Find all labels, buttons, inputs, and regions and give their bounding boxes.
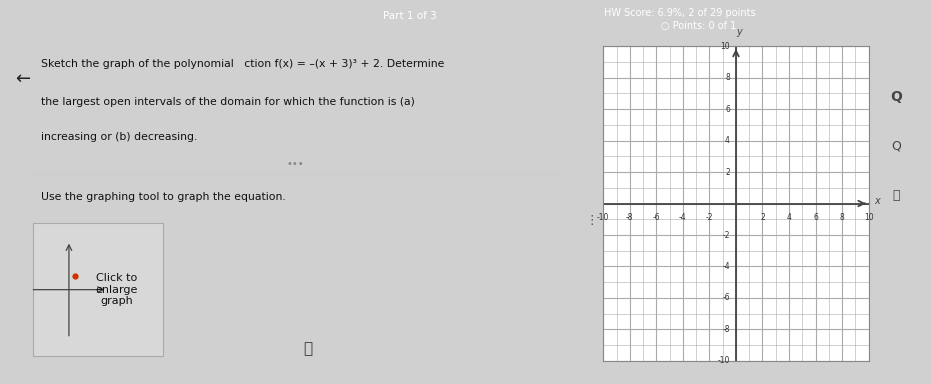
Text: -10: -10 xyxy=(597,213,610,222)
Text: increasing or (b) decreasing.: increasing or (b) decreasing. xyxy=(41,132,197,142)
Text: -2: -2 xyxy=(722,230,730,240)
Text: ○ Points: 0 of 1: ○ Points: 0 of 1 xyxy=(661,21,735,31)
Text: -4: -4 xyxy=(679,213,687,222)
Text: the largest open intervals of the domain for which the function is (a): the largest open intervals of the domain… xyxy=(41,98,415,108)
Text: -8: -8 xyxy=(722,325,730,334)
Text: 6: 6 xyxy=(725,104,730,114)
Text: 10: 10 xyxy=(721,41,730,51)
Text: -10: -10 xyxy=(718,356,730,366)
Text: Use the graphing tool to graph the equation.: Use the graphing tool to graph the equat… xyxy=(41,192,286,202)
Text: 4: 4 xyxy=(725,136,730,145)
Text: ⧉: ⧉ xyxy=(893,189,900,202)
Text: ←: ← xyxy=(15,70,30,88)
Text: 8: 8 xyxy=(725,73,730,82)
Text: 6: 6 xyxy=(813,213,818,222)
Text: -8: -8 xyxy=(626,213,634,222)
Text: x: x xyxy=(874,196,880,206)
Text: 8: 8 xyxy=(840,213,844,222)
Text: Sketch the graph of the polynomial   ction f(x) = –(x + 3)³ + 2. Determine: Sketch the graph of the polynomial ction… xyxy=(41,59,445,69)
Text: -2: -2 xyxy=(706,213,713,222)
Text: Q: Q xyxy=(890,91,902,104)
Text: Part 1 of 3: Part 1 of 3 xyxy=(383,10,437,21)
Text: -6: -6 xyxy=(653,213,660,222)
Text: ⋮: ⋮ xyxy=(585,214,598,227)
Text: •••: ••• xyxy=(287,159,304,169)
Text: ⮤: ⮤ xyxy=(303,341,312,356)
Text: 2: 2 xyxy=(725,167,730,177)
FancyBboxPatch shape xyxy=(33,223,163,356)
Text: y: y xyxy=(736,26,742,36)
Text: HW Score: 6.9%, 2 of 29 points: HW Score: 6.9%, 2 of 29 points xyxy=(604,8,755,18)
Text: -6: -6 xyxy=(722,293,730,303)
Text: -4: -4 xyxy=(722,262,730,271)
Text: 10: 10 xyxy=(864,213,873,222)
Text: Click to
enlarge
graph: Click to enlarge graph xyxy=(96,273,138,306)
Text: 4: 4 xyxy=(787,213,791,222)
Text: 2: 2 xyxy=(760,213,765,222)
Text: Q: Q xyxy=(891,140,901,153)
